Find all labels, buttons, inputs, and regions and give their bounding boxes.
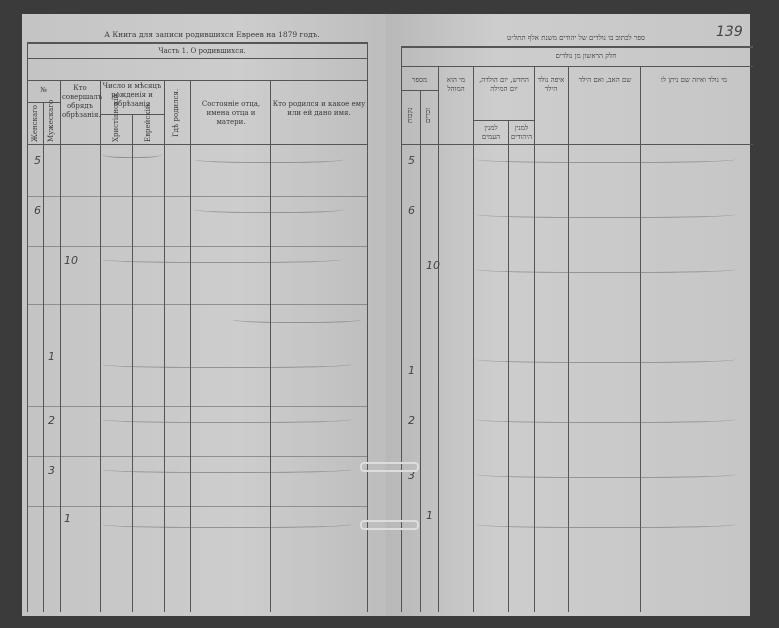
number-header-hebrew: מספר bbox=[411, 76, 428, 84]
section-title: Часть 1. О родившихся. bbox=[158, 47, 246, 55]
jewish-date-header: Еврейскій. bbox=[144, 102, 152, 142]
row-number: 1 bbox=[48, 350, 55, 363]
jewish-date-header-hebrew: למנין היהודים bbox=[510, 124, 533, 141]
row-number: 5 bbox=[408, 154, 415, 167]
row-number: 3 bbox=[48, 464, 55, 477]
handwriting bbox=[102, 519, 352, 528]
row-number: 2 bbox=[408, 414, 415, 427]
handwriting bbox=[232, 314, 362, 323]
place-header: Гдѣ родился. bbox=[172, 88, 180, 138]
left-page-title: А Книга для записи родившихся Евреев на … bbox=[104, 30, 320, 39]
female-header-hebrew: נקבות bbox=[406, 107, 414, 123]
christian-date-header: Христіанскій. bbox=[112, 91, 120, 142]
civil-date-header: למנין העמים bbox=[481, 124, 501, 141]
handwriting bbox=[476, 354, 736, 363]
child-header: Кто родился и какое ему или ей дано имя. bbox=[272, 100, 366, 117]
parents-header: שם האב, ואם הילד bbox=[578, 76, 632, 84]
section-title-hebrew: חלק הראשון מן נולדים bbox=[555, 52, 617, 60]
number-header: № bbox=[40, 86, 47, 94]
page-number: 139 bbox=[716, 24, 743, 40]
who-performed-header: Кто совершалъ обрядъ обрѣзанія. bbox=[62, 84, 103, 119]
handwriting bbox=[102, 414, 352, 423]
row-number: 10 bbox=[426, 259, 440, 272]
child-header-hebrew: מי נולד ואיזה שם ניתן לו bbox=[660, 76, 728, 84]
right-page-title: ספר לכתוב בו נולדים של יהודים משנת אלף ת… bbox=[506, 34, 645, 42]
date-header: Число и мѣсяцъ рожденія и обрѣзанія bbox=[102, 82, 162, 108]
right-page: 139 ספר לכתוב בו נולדים של יהודים משנת א… bbox=[386, 14, 753, 616]
row-number: 3 bbox=[408, 469, 415, 482]
row-number: 6 bbox=[408, 204, 415, 217]
handwriting bbox=[194, 204, 344, 213]
male-header: Мужескаго bbox=[47, 99, 55, 142]
row-number: 2 bbox=[48, 414, 55, 427]
handwriting bbox=[476, 154, 736, 163]
handwriting bbox=[476, 519, 736, 528]
handwriting bbox=[102, 149, 162, 158]
binding-thread bbox=[360, 520, 419, 530]
status-header: Состояніе отца, имена отца и матери. bbox=[201, 100, 261, 126]
handwriting bbox=[102, 359, 352, 368]
handwriting bbox=[476, 469, 736, 478]
female-header: Женскаго bbox=[31, 104, 39, 142]
handwriting bbox=[476, 264, 736, 273]
left-page: А Книга для записи родившихся Евреев на … bbox=[22, 14, 386, 616]
handwriting bbox=[102, 254, 342, 263]
mohel-header: מי הוא המוהל bbox=[446, 76, 466, 93]
row-number: 10 bbox=[64, 254, 78, 267]
date-header-hebrew: החדש, יום הולדה, יום המילה bbox=[479, 76, 529, 93]
row-number: 5 bbox=[34, 154, 41, 167]
row-number: 6 bbox=[34, 204, 41, 217]
handwriting bbox=[476, 414, 736, 423]
male-header-hebrew: זכרים bbox=[424, 107, 432, 123]
place-header-hebrew: איפה נולד הילד bbox=[537, 76, 565, 93]
handwriting bbox=[102, 464, 352, 473]
handwriting bbox=[476, 209, 736, 218]
row-number: 1 bbox=[408, 364, 415, 377]
row-number: 1 bbox=[64, 512, 71, 525]
binding-thread bbox=[360, 462, 419, 472]
handwriting bbox=[194, 154, 344, 163]
row-number: 1 bbox=[426, 509, 433, 522]
